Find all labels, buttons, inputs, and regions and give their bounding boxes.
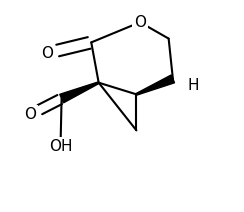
Polygon shape [136, 75, 174, 95]
Polygon shape [60, 82, 99, 103]
Text: H: H [187, 78, 199, 93]
Text: O: O [134, 15, 146, 30]
Text: O: O [41, 46, 53, 60]
Text: O: O [24, 107, 36, 122]
Text: OH: OH [49, 139, 72, 154]
